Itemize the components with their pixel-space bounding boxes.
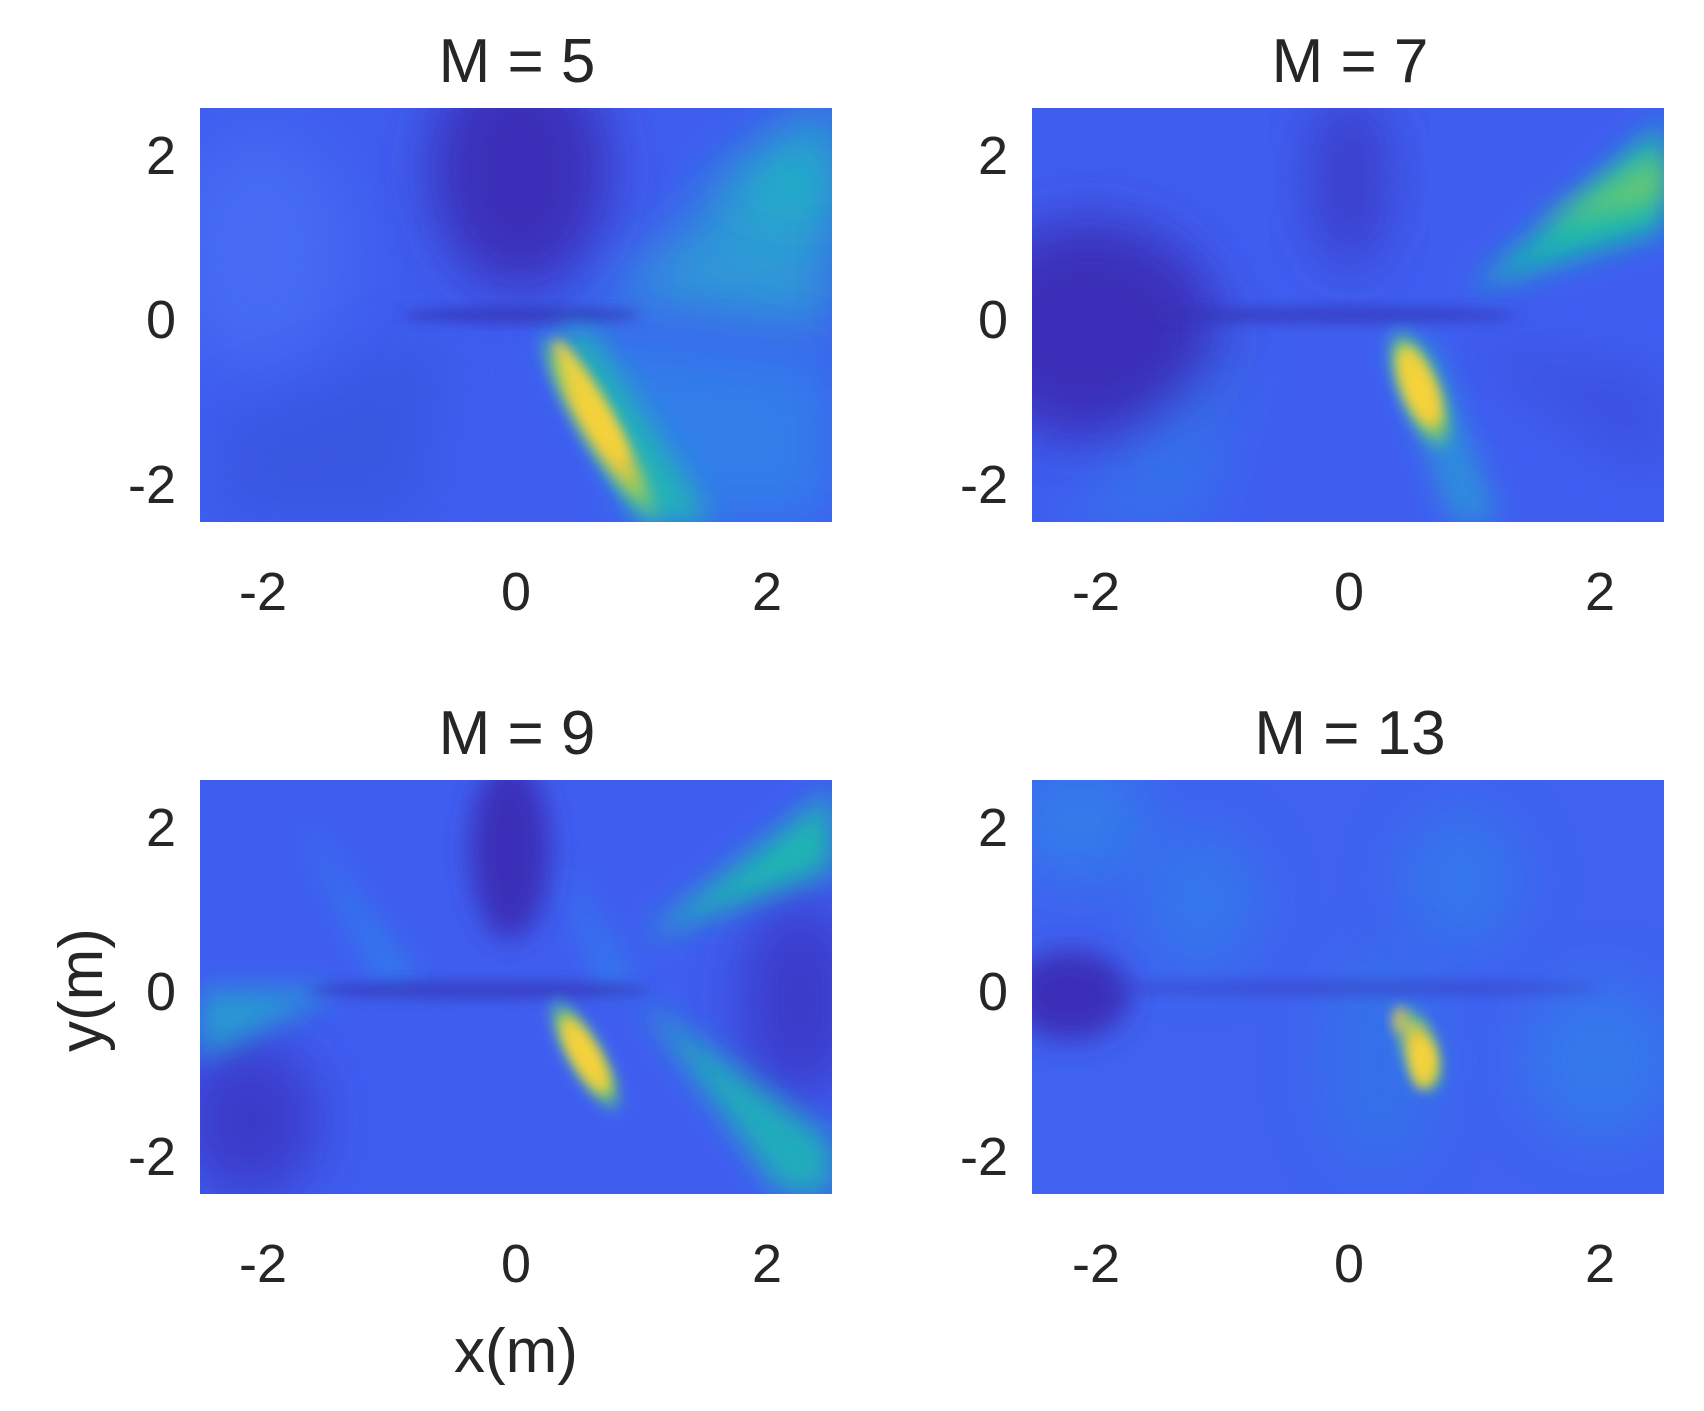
heatmap-plot-area — [200, 780, 832, 1194]
panel-m5: M = 5 2 0 -2 -2 0 2 — [128, 27, 832, 622]
x-tick-label: 0 — [1334, 1234, 1364, 1294]
y-tick-label: 2 — [978, 126, 1008, 186]
y-tick-label: -2 — [128, 455, 176, 515]
x-tick-label: 0 — [501, 562, 531, 622]
panel-title: M = 5 — [439, 27, 596, 96]
y-tick-label: -2 — [960, 1127, 1008, 1187]
y-tick-label: 0 — [978, 290, 1008, 350]
y-axis-label: y(m) — [47, 928, 116, 1052]
x-tick-label: -2 — [1072, 1234, 1120, 1294]
y-tick-label: -2 — [128, 1127, 176, 1187]
panel-title: M = 9 — [439, 699, 596, 768]
panel-m13: M = 13 2 0 -2 -2 0 2 — [960, 699, 1664, 1294]
heatmap-plot-area — [1032, 108, 1664, 522]
x-tick-label: -2 — [239, 562, 287, 622]
panel-title: M = 13 — [1254, 699, 1445, 768]
x-tick-label: 2 — [752, 1234, 782, 1294]
x-axis-label: x(m) — [454, 1317, 578, 1386]
x-tick-label: 2 — [1585, 562, 1615, 622]
heatmap-plot-area — [200, 108, 832, 522]
y-tick-label: 2 — [978, 798, 1008, 858]
panel-title: M = 7 — [1272, 27, 1429, 96]
x-tick-label: -2 — [239, 1234, 287, 1294]
y-tick-label: 0 — [146, 962, 176, 1022]
x-tick-label: 2 — [752, 562, 782, 622]
y-tick-label: -2 — [960, 455, 1008, 515]
x-tick-label: 0 — [1334, 562, 1364, 622]
panel-m9: M = 9 2 0 -2 -2 0 2 x(m) y(m) — [47, 699, 832, 1386]
y-tick-label: 0 — [978, 962, 1008, 1022]
x-tick-label: 0 — [501, 1234, 531, 1294]
heatmap-plot-area — [1032, 780, 1664, 1194]
x-tick-label: 2 — [1585, 1234, 1615, 1294]
y-tick-label: 2 — [146, 126, 176, 186]
panel-m7: M = 7 2 0 -2 -2 0 2 — [960, 27, 1664, 622]
x-tick-label: -2 — [1072, 562, 1120, 622]
y-tick-label: 0 — [146, 290, 176, 350]
y-tick-label: 2 — [146, 798, 176, 858]
